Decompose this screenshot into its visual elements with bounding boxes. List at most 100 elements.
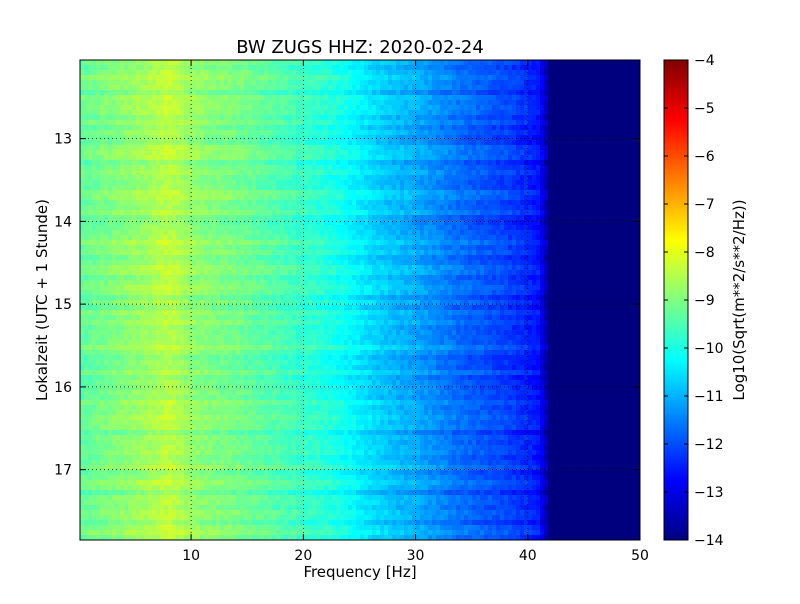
heatmap-cell [100, 435, 105, 441]
heatmap-cell [180, 485, 185, 491]
heatmap-cell [176, 380, 181, 386]
heatmap-cell [176, 440, 181, 446]
heatmap-cell [188, 185, 193, 191]
heatmap-cell [188, 535, 193, 540]
heatmap-cell [112, 445, 117, 451]
heatmap-cell [256, 525, 261, 531]
heatmap-cell [264, 365, 269, 371]
heatmap-cell [128, 255, 133, 261]
heatmap-cell [204, 430, 209, 436]
heatmap-cell [256, 60, 261, 66]
heatmap-cell [144, 515, 149, 521]
heatmap-cell [116, 220, 121, 226]
heatmap-cell [196, 300, 201, 306]
heatmap-cell [164, 330, 169, 336]
heatmap-cell [156, 85, 161, 91]
heatmap-cell [224, 375, 229, 381]
heatmap-cell [172, 120, 177, 126]
heatmap-cell [232, 380, 237, 386]
heatmap-cell [248, 175, 253, 181]
heatmap-cell [136, 295, 141, 301]
heatmap-cell [140, 310, 145, 316]
heatmap-cell [180, 365, 185, 371]
heatmap-cell [96, 345, 101, 351]
heatmap-cell [144, 365, 149, 371]
heatmap-cell [132, 460, 137, 466]
heatmap-cell [120, 130, 125, 136]
heatmap-cell [92, 470, 97, 476]
heatmap-cell [240, 395, 245, 401]
heatmap-cell [264, 420, 269, 426]
heatmap-cell [216, 315, 221, 321]
heatmap-cell [192, 85, 197, 91]
heatmap-cell [160, 425, 165, 431]
heatmap-cell [216, 405, 221, 411]
heatmap-cell [208, 410, 213, 416]
heatmap-cell [232, 415, 237, 421]
heatmap-cell [272, 390, 277, 396]
heatmap-cell [256, 480, 261, 486]
heatmap-cell [260, 355, 265, 361]
heatmap-cell [88, 350, 93, 356]
heatmap-cell [276, 465, 281, 471]
heatmap-cell [220, 250, 225, 256]
heatmap-cell [240, 420, 245, 426]
heatmap-cell [188, 115, 193, 121]
heatmap-cell [168, 295, 173, 301]
heatmap-cell [252, 165, 257, 171]
heatmap-cell [164, 70, 169, 76]
heatmap-cell [216, 280, 221, 286]
heatmap-cell [148, 200, 153, 206]
heatmap-cell [208, 190, 213, 196]
heatmap-cell [116, 440, 121, 446]
heatmap-cell [168, 490, 173, 496]
heatmap-cell [264, 395, 269, 401]
heatmap-cell [200, 60, 205, 66]
heatmap-cell [88, 80, 93, 86]
heatmap-cell [148, 180, 153, 186]
heatmap-cell [112, 115, 117, 121]
heatmap-cell [232, 345, 237, 351]
heatmap-cell [220, 260, 225, 266]
heatmap-cell [264, 445, 269, 451]
heatmap-cell [204, 65, 209, 71]
heatmap-cell [152, 425, 157, 431]
heatmap-cell [284, 440, 289, 446]
heatmap-cell [200, 130, 205, 136]
heatmap-cell [280, 520, 285, 526]
heatmap-cell [164, 360, 169, 366]
heatmap-cell [120, 520, 125, 526]
heatmap-cell [284, 535, 289, 540]
heatmap-cell [92, 535, 97, 540]
heatmap-cell [204, 110, 209, 116]
heatmap-cell [120, 415, 125, 421]
heatmap-cell [84, 110, 89, 116]
heatmap-cell [272, 135, 277, 141]
heatmap-cell [196, 105, 201, 111]
heatmap-cell [120, 150, 125, 156]
heatmap-cell [124, 170, 129, 176]
heatmap-cell [220, 105, 225, 111]
heatmap-cell [84, 240, 89, 246]
heatmap-cell [236, 170, 241, 176]
heatmap-cell [132, 210, 137, 216]
heatmap-cell [268, 435, 273, 441]
heatmap-cell [248, 145, 253, 151]
heatmap-cell [184, 415, 189, 421]
heatmap-cell [180, 70, 185, 76]
heatmap-cell [104, 185, 109, 191]
heatmap-cell [120, 270, 125, 276]
heatmap-cell [172, 485, 177, 491]
heatmap-cell [220, 280, 225, 286]
heatmap-cell [152, 450, 157, 456]
heatmap-cell [152, 360, 157, 366]
heatmap-cell [100, 445, 105, 451]
heatmap-cell [184, 60, 189, 66]
heatmap-cell [188, 235, 193, 241]
heatmap-cell [100, 235, 105, 241]
heatmap-cell [140, 105, 145, 111]
heatmap-cell [232, 325, 237, 331]
heatmap-cell [176, 280, 181, 286]
heatmap-cell [124, 110, 129, 116]
heatmap-cell [148, 205, 153, 211]
